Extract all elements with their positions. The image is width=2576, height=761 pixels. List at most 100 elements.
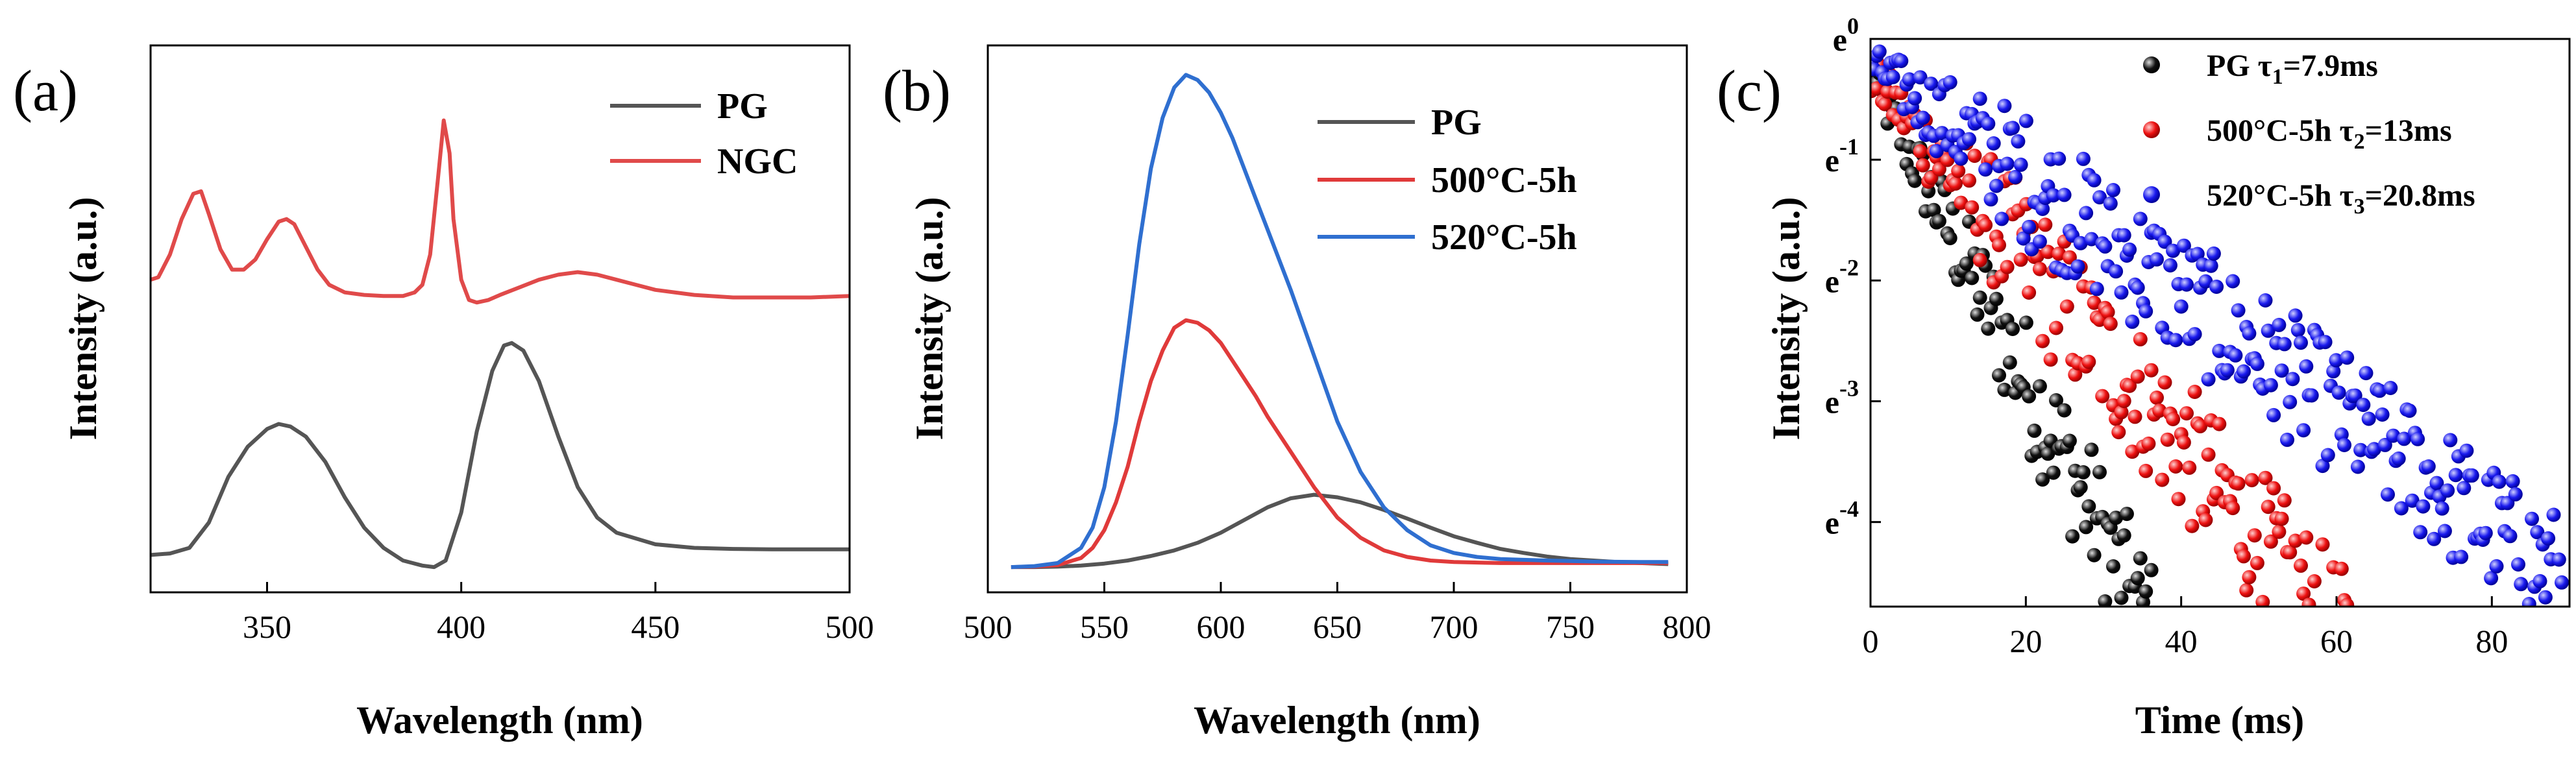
panel-c-point-series-2 xyxy=(2098,239,2113,254)
panel-c-point-series-2 xyxy=(2166,243,2181,258)
panel-c-ytick-label: e-4 xyxy=(1825,496,1859,541)
panel-c-point-series-2 xyxy=(2283,394,2298,409)
panel-c-point-series-0 xyxy=(1981,321,1996,336)
panel-c-point-series-1 xyxy=(2141,436,2156,451)
panel-c-point-series-1 xyxy=(2261,500,2275,514)
panel-c-point-series-1 xyxy=(2152,403,2167,418)
panel-c-point-series-2 xyxy=(1997,99,2012,114)
panel-c-point-series-1 xyxy=(2139,463,2153,478)
panel-c-point-series-2 xyxy=(1915,110,1930,125)
panel-c-point-series-0 xyxy=(2087,548,2102,562)
panel-c-point-series-1 xyxy=(2334,561,2349,576)
panel-c-point-series-1 xyxy=(2250,555,2264,570)
panel-c-xlabel: Time (ms) xyxy=(2135,699,2305,742)
panel-c-point-series-1 xyxy=(1962,173,1976,188)
panel-c-point-series-2 xyxy=(2288,308,2303,323)
panel-c-ytick-label: e-1 xyxy=(1825,134,1859,178)
panel-c-point-series-2 xyxy=(2046,188,2061,203)
legend-b-500-label: 500°C-5h xyxy=(1431,160,1577,200)
panel-b-series-line-2 xyxy=(1011,73,1669,570)
panel-c-point-series-2 xyxy=(2008,169,2023,184)
panel-c-point-series-2 xyxy=(2340,350,2355,365)
panel-c-point-series-0 xyxy=(2027,423,2042,438)
panel-c-point-series-1 xyxy=(2043,352,2058,367)
legend-c-500-label: 500°C-5h τ2=13ms xyxy=(2207,114,2452,154)
panel-c-point-series-2 xyxy=(2538,590,2553,605)
panel-c-point-series-2 xyxy=(2011,134,2026,149)
panel-c-point-series-1 xyxy=(2231,476,2246,491)
panel-c-point-series-1 xyxy=(1915,158,1930,173)
panel-c-point-series-0 xyxy=(2084,442,2099,457)
panel-c-point-series-2 xyxy=(2022,219,2037,234)
panel-c-point-series-1 xyxy=(2288,533,2303,548)
panel-b-series-line-0 xyxy=(1011,492,1669,570)
panel-c-point-series-2 xyxy=(1986,136,2001,151)
panel-c-point-series-2 xyxy=(2231,303,2246,318)
panel-c-point-series-1 xyxy=(2150,391,2164,405)
panel-c-point-series-1 xyxy=(2035,333,2050,348)
panel-c-point-series-1 xyxy=(2239,583,2254,598)
panel-a-xtick-label: 400 xyxy=(437,609,485,645)
panel-c-point-series-0 xyxy=(2116,528,2131,543)
panel-c-point-series-0 xyxy=(2119,507,2134,522)
panel-c-point-series-1 xyxy=(2125,444,2140,459)
panel-c-point-series-2 xyxy=(2220,363,2235,378)
panel-c-point-series-2 xyxy=(2176,238,2191,253)
panel-c-point-series-0 xyxy=(2049,393,2063,407)
panel-c-point-series-2 xyxy=(2168,333,2183,348)
panel-c-point-series-2 xyxy=(2092,190,2107,205)
panel-c-point-series-2 xyxy=(2261,323,2275,338)
panel-c-point-series-0 xyxy=(1959,256,1974,271)
panel-c-point-series-1 xyxy=(1878,97,1893,112)
panel-c-point-series-2 xyxy=(2429,476,2444,490)
panel-c-point-series-0 xyxy=(2035,472,2050,487)
panel-c-point-series-2 xyxy=(2228,348,2243,363)
panel-c-point-series-1 xyxy=(2171,492,2186,507)
panel-c-point-series-1 xyxy=(2168,459,2183,474)
panel-c-point-series-2 xyxy=(2361,411,2376,426)
panel-c-point-series-2 xyxy=(2318,335,2333,350)
panel-c-point-series-1 xyxy=(2155,472,2170,487)
panel-c-frame xyxy=(1869,38,2571,608)
panel-c-point-series-2 xyxy=(2079,206,2094,221)
panel-c-point-series-2 xyxy=(2394,501,2409,516)
panel-b-label: (b) xyxy=(883,59,951,123)
panel-c-point-series-1 xyxy=(2062,250,2077,265)
panel-c-point-series-2 xyxy=(2448,468,2463,483)
panel-c-point-series-2 xyxy=(2070,259,2085,274)
panel-c-point-series-2 xyxy=(2130,280,2145,295)
panel-b-series-group xyxy=(1011,73,1669,570)
panel-c-point-series-0 xyxy=(2018,315,2033,330)
panel-c-point-series-1 xyxy=(2294,558,2308,573)
panel-c-point-series-2 xyxy=(2226,274,2240,289)
panel-c-point-series-2 xyxy=(1981,116,1996,131)
panel-c-point-series-1 xyxy=(2111,425,2126,440)
panel-c-point-series-2 xyxy=(2402,404,2417,418)
panel-c-point-series-0 xyxy=(1972,290,1987,305)
panel-a-xtick-label: 450 xyxy=(631,609,680,645)
panel-c-point-series-2 xyxy=(1885,69,1900,84)
panel-c-point-series-2 xyxy=(2372,383,2387,398)
panel-b-series-line-1 xyxy=(1011,318,1669,570)
panel-c-ticks: 0 20 40 60 80 e0 e-1 e-2 e-3 e-4 xyxy=(1825,13,2509,659)
panel-c-point-series-2 xyxy=(2391,451,2406,466)
panel-c-point-series-2 xyxy=(2201,372,2216,387)
panel-c-point-series-2 xyxy=(2187,327,2202,342)
panel-c-point-series-2 xyxy=(2109,264,2124,279)
panel-b-xtick-label: 750 xyxy=(1546,609,1595,645)
panel-c-point-series-1 xyxy=(2157,375,2172,390)
panel-a-xlabel: Wavelength (nm) xyxy=(356,699,643,742)
panel-c-point-series-1 xyxy=(2166,412,2181,426)
panel-c-point-series-2 xyxy=(2375,407,2390,422)
panel-c: (c) 0 20 40 60 80 e0 e-1 e-2 e-3 e-4 Time (ms) In… xyxy=(1717,13,2571,742)
panel-c-point-series-2 xyxy=(2198,274,2213,289)
panel-b-xtick-label: 650 xyxy=(1313,609,1362,645)
panel-c-point-series-2 xyxy=(2440,483,2455,498)
panel-c-point-series-0 xyxy=(2130,571,2145,586)
panel-c-point-series-2 xyxy=(2052,151,2067,166)
panel-c-point-series-1 xyxy=(2201,447,2216,462)
panel-c-point-series-2 xyxy=(2348,388,2362,403)
panel-b-xtick-label: 500 xyxy=(964,609,1012,645)
legend-c-520-marker xyxy=(2143,186,2160,203)
panel-c-point-series-2 xyxy=(2359,366,2374,381)
